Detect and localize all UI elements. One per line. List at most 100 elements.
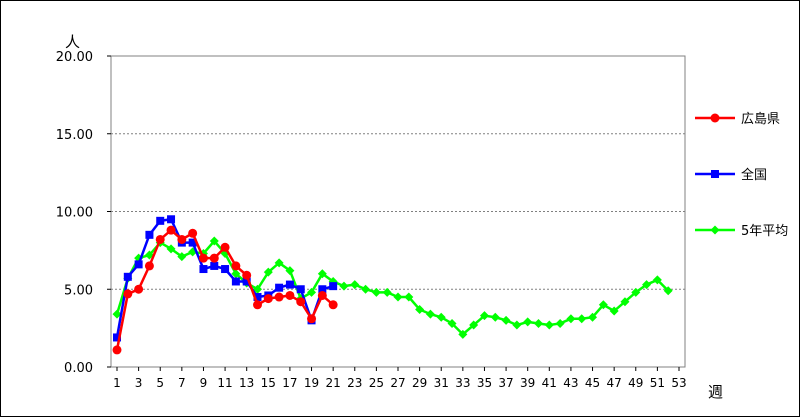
x-tick-label: 53	[671, 376, 686, 390]
x-tick-label: 39	[520, 376, 535, 390]
data-point	[404, 292, 414, 302]
data-point	[134, 284, 144, 294]
data-point	[458, 329, 468, 339]
data-point	[177, 234, 187, 244]
data-point	[436, 312, 446, 322]
x-tick-label: 33	[455, 376, 470, 390]
series-0	[112, 225, 338, 355]
data-point	[209, 236, 219, 246]
data-point	[588, 312, 598, 322]
data-point	[144, 261, 154, 271]
x-tick-label: 23	[347, 376, 362, 390]
y-tick-label: 15.00	[56, 128, 93, 143]
data-point	[231, 261, 241, 271]
x-tick-label: 49	[628, 376, 643, 390]
series-line	[115, 239, 670, 337]
x-tick-label: 15	[261, 376, 276, 390]
legend-marker	[710, 113, 720, 123]
data-point	[156, 216, 165, 225]
data-point	[490, 312, 500, 322]
x-tick-label: 21	[326, 376, 341, 390]
data-point	[371, 287, 381, 297]
x-tick-label: 43	[563, 376, 578, 390]
data-point	[274, 258, 284, 268]
data-point	[263, 267, 273, 277]
data-point	[285, 290, 295, 300]
plot-area	[110, 55, 686, 368]
data-point	[221, 265, 230, 274]
data-point	[112, 345, 122, 355]
data-point	[382, 287, 392, 297]
data-point	[415, 304, 425, 314]
legend-label: 全国	[741, 167, 767, 183]
data-point	[253, 284, 262, 294]
legend-item: 広島県	[695, 112, 780, 127]
y-tick-label: 20.00	[56, 50, 93, 65]
data-point	[188, 238, 197, 247]
data-point	[393, 292, 403, 302]
x-tick-label: 5	[156, 376, 164, 390]
data-point	[242, 270, 252, 280]
data-point	[642, 280, 652, 290]
x-tick-label: 13	[239, 376, 254, 390]
y-axis-unit: 人	[65, 33, 80, 51]
x-tick-label: 41	[542, 376, 557, 390]
y-tick-label: 5.00	[64, 283, 93, 298]
data-point	[198, 253, 208, 263]
x-tick-label: 29	[412, 376, 427, 390]
data-point	[155, 234, 165, 244]
series-group	[112, 215, 673, 355]
data-point	[113, 333, 121, 342]
data-point	[210, 261, 219, 270]
data-point	[512, 320, 522, 330]
data-point	[134, 260, 143, 269]
data-point	[350, 280, 360, 290]
x-tick-label: 1	[113, 376, 121, 390]
data-point	[123, 289, 133, 299]
x-tick-label: 45	[585, 376, 600, 390]
data-point	[555, 318, 565, 328]
y-tick-label: 10.00	[56, 206, 93, 221]
data-point	[631, 287, 641, 297]
data-point	[317, 290, 327, 300]
series-2	[112, 236, 673, 339]
data-point	[318, 285, 327, 294]
x-tick-label: 17	[282, 376, 297, 390]
x-tick-label: 51	[650, 376, 665, 390]
x-tick-label: 35	[477, 376, 492, 390]
data-point	[144, 250, 154, 260]
data-point	[285, 280, 294, 289]
data-point	[447, 318, 457, 328]
x-tick-label: 25	[369, 376, 384, 390]
data-point	[328, 300, 338, 310]
data-point	[145, 230, 154, 239]
data-point	[285, 266, 295, 276]
data-point	[652, 275, 662, 285]
data-point	[253, 293, 262, 302]
data-point	[177, 252, 187, 262]
x-tick-label: 11	[217, 376, 232, 390]
data-point	[425, 309, 435, 319]
x-tick-label: 3	[135, 376, 143, 390]
data-point	[307, 287, 317, 297]
data-point	[199, 265, 208, 274]
x-tick-label: 47	[607, 376, 622, 390]
data-point	[166, 244, 176, 254]
x-tick-label: 7	[178, 376, 186, 390]
data-point	[307, 314, 317, 324]
data-point	[361, 284, 371, 294]
data-point	[339, 281, 349, 291]
data-point	[329, 282, 338, 291]
data-point	[209, 253, 219, 263]
data-point	[577, 314, 587, 324]
data-point	[544, 320, 554, 330]
data-point	[242, 277, 251, 286]
data-point	[663, 286, 673, 296]
data-point	[296, 297, 306, 307]
legend-label: 5年平均	[741, 224, 788, 239]
data-point	[620, 297, 630, 307]
data-point	[598, 300, 608, 310]
data-point	[501, 315, 511, 325]
